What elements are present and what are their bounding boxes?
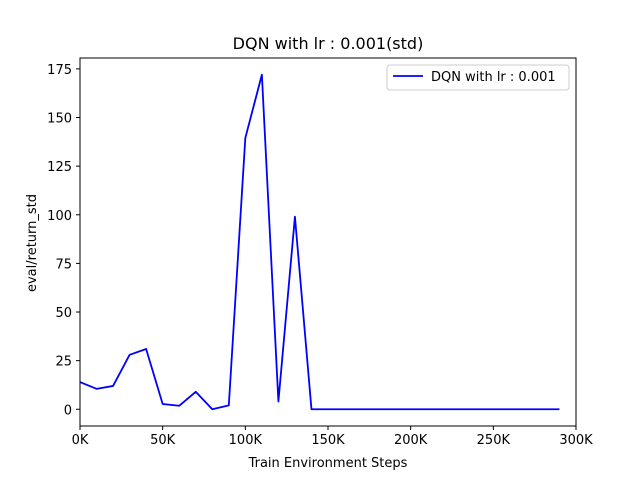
chart-title: DQN with lr : 0.001(std) [233,34,424,53]
plot-frame [79,57,577,427]
legend-box [386,64,570,91]
y-tick-label: 50 [55,306,72,321]
legend: DQN with lr : 0.001 [386,64,570,91]
series-line [79,73,560,411]
x-tick-label: 250K [477,433,511,448]
x-tick-label: 200K [394,433,428,448]
legend-label: DQN with lr : 0.001 [431,70,556,85]
y-tick-label: 150 [47,112,72,127]
y-axis-title: eval/return_std [25,194,40,292]
x-tick-label: 300K [559,433,593,448]
x-axis-title: Train Environment Steps [248,456,408,471]
y-tick-label: 125 [47,160,72,175]
x-tick-label: 0K [72,433,89,448]
y-tick-label: 75 [55,257,72,272]
y-tick-label: 100 [47,209,72,224]
x-tick-label: 100K [229,433,263,448]
y-tick-label: 0 [64,403,72,418]
y-tick-label: 175 [47,63,72,78]
y-tick-label: 25 [55,355,72,370]
x-tick-label: 150K [311,433,345,448]
x-tick-label: 50K [150,433,176,448]
